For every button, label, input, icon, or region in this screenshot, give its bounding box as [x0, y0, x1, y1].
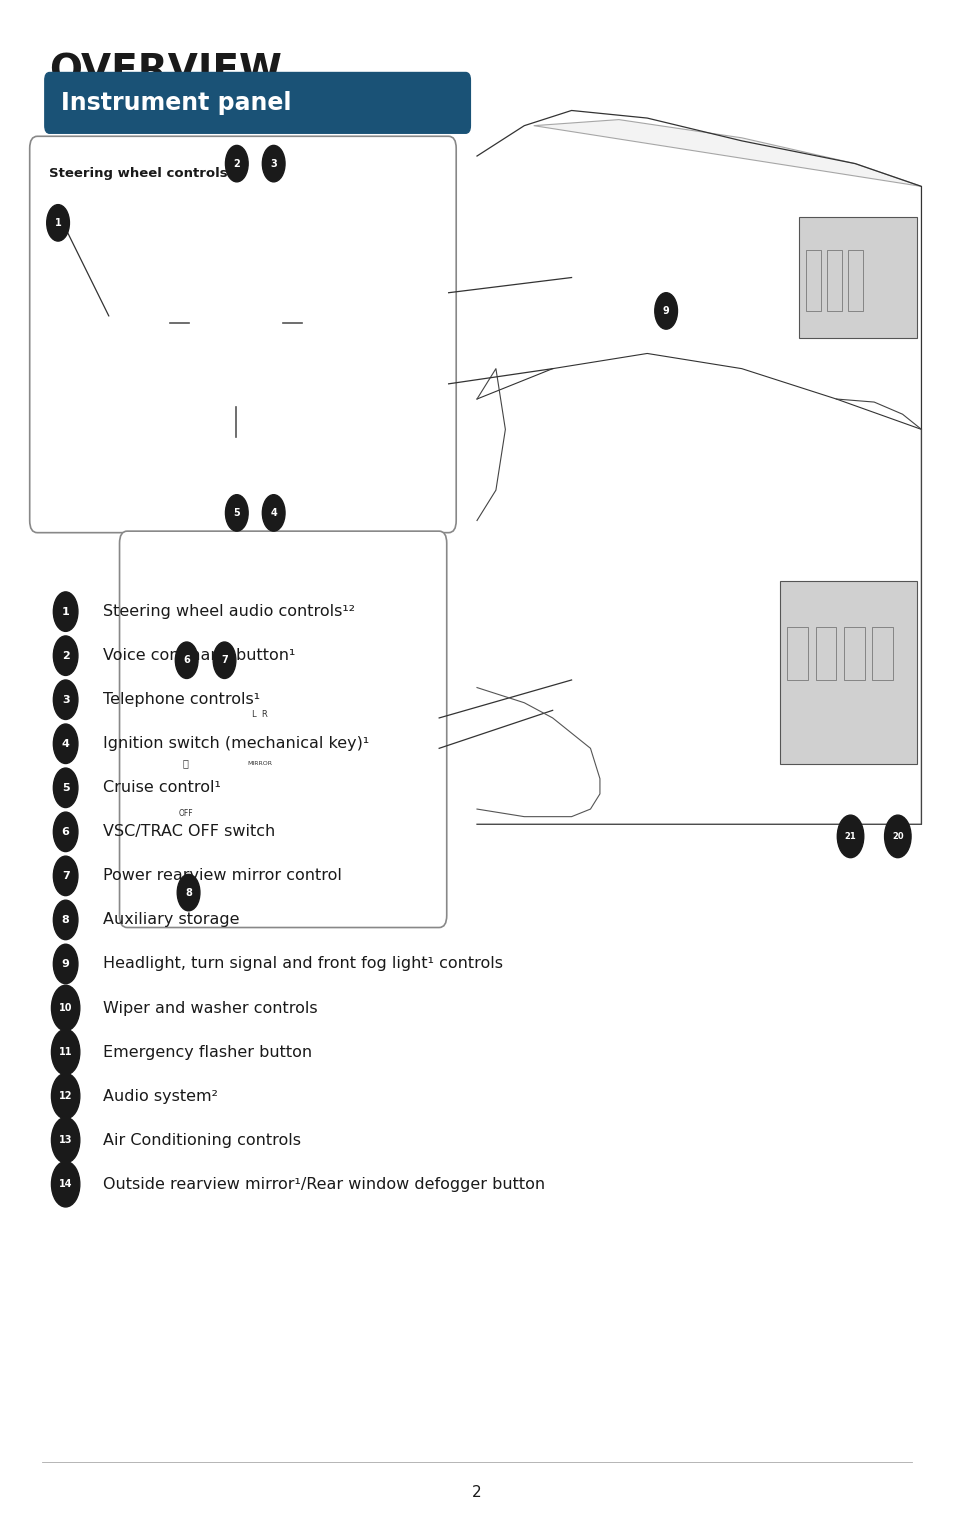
Text: 9: 9: [662, 305, 669, 316]
Text: 9: 9: [62, 959, 70, 970]
Text: Power rearview mirror control: Power rearview mirror control: [103, 869, 342, 884]
Text: 8: 8: [185, 887, 192, 898]
Text: 4: 4: [270, 508, 276, 518]
Text: 2: 2: [233, 159, 240, 168]
Polygon shape: [533, 119, 921, 186]
Bar: [160, 702, 212, 825]
Bar: [79, 356, 109, 380]
Circle shape: [53, 635, 78, 675]
Text: 3: 3: [270, 159, 276, 168]
Text: OVERVIEW: OVERVIEW: [50, 53, 282, 90]
Text: 🚗: 🚗: [183, 759, 189, 768]
Circle shape: [53, 901, 78, 939]
Bar: [847, 250, 862, 312]
Text: Headlight, turn signal and front fog light¹ controls: Headlight, turn signal and front fog lig…: [103, 956, 503, 971]
Text: 2: 2: [62, 651, 70, 661]
Text: Emergency flasher button: Emergency flasher button: [103, 1044, 313, 1060]
Circle shape: [177, 875, 200, 910]
Bar: [786, 626, 807, 680]
Bar: [245, 428, 283, 470]
Text: 20: 20: [891, 832, 902, 841]
Circle shape: [51, 1029, 80, 1075]
Circle shape: [262, 145, 285, 182]
Circle shape: [53, 592, 78, 631]
Bar: [843, 626, 863, 680]
Text: OFF: OFF: [178, 809, 193, 818]
Text: Auxiliary storage: Auxiliary storage: [103, 913, 240, 927]
Text: MIRROR: MIRROR: [247, 760, 272, 767]
FancyBboxPatch shape: [30, 136, 456, 533]
Circle shape: [53, 724, 78, 764]
Text: 2: 2: [472, 1484, 481, 1500]
Text: 11: 11: [59, 1048, 72, 1057]
Text: 10: 10: [59, 1003, 72, 1012]
Text: 8: 8: [62, 915, 70, 925]
Bar: [79, 247, 109, 272]
Text: 1: 1: [54, 218, 61, 228]
Bar: [79, 321, 109, 345]
Circle shape: [225, 495, 248, 531]
Text: 12: 12: [59, 1092, 72, 1101]
Circle shape: [654, 293, 677, 330]
Text: Steering wheel audio controls¹²: Steering wheel audio controls¹²: [103, 605, 355, 618]
Text: 6: 6: [183, 655, 190, 666]
Text: Instrument panel: Instrument panel: [61, 92, 291, 115]
Bar: [826, 250, 841, 312]
Text: Voice command button¹: Voice command button¹: [103, 647, 295, 663]
Text: Steering wheel controls: Steering wheel controls: [49, 166, 227, 180]
Circle shape: [213, 641, 235, 678]
Bar: [144, 574, 361, 893]
Text: 6: 6: [62, 826, 70, 837]
Text: Air Conditioning controls: Air Conditioning controls: [103, 1133, 301, 1148]
FancyBboxPatch shape: [119, 531, 446, 927]
Text: L  R: L R: [252, 710, 267, 719]
Bar: [805, 250, 821, 312]
Text: Cruise control¹: Cruise control¹: [103, 780, 221, 796]
Bar: [779, 582, 916, 764]
Bar: [75, 232, 112, 414]
Circle shape: [51, 1118, 80, 1164]
Text: 7: 7: [62, 870, 70, 881]
Circle shape: [262, 495, 285, 531]
Bar: [798, 217, 916, 339]
Bar: [221, 702, 297, 825]
Text: 7: 7: [221, 655, 228, 666]
Text: 1: 1: [62, 606, 70, 617]
Circle shape: [51, 1073, 80, 1119]
Text: VSC/TRAC OFF switch: VSC/TRAC OFF switch: [103, 825, 275, 840]
Text: 5: 5: [62, 783, 70, 793]
Circle shape: [53, 768, 78, 808]
Circle shape: [175, 641, 198, 678]
Text: 4: 4: [62, 739, 70, 748]
Circle shape: [51, 985, 80, 1031]
Text: 13: 13: [59, 1135, 72, 1145]
Text: Audio system²: Audio system²: [103, 1089, 218, 1104]
Text: Wiper and washer controls: Wiper and washer controls: [103, 1000, 317, 1015]
Circle shape: [47, 205, 70, 241]
Text: 5: 5: [233, 508, 240, 518]
Bar: [815, 626, 836, 680]
Text: Telephone controls¹: Telephone controls¹: [103, 692, 260, 707]
Circle shape: [225, 145, 248, 182]
Text: 21: 21: [843, 832, 856, 841]
Text: 14: 14: [59, 1179, 72, 1190]
Circle shape: [53, 857, 78, 896]
Circle shape: [53, 812, 78, 852]
Circle shape: [837, 815, 862, 858]
Text: 3: 3: [62, 695, 70, 705]
Text: Outside rearview mirror¹/Rear window defogger button: Outside rearview mirror¹/Rear window def…: [103, 1177, 545, 1191]
Text: Ignition switch (mechanical key)¹: Ignition switch (mechanical key)¹: [103, 736, 370, 751]
Circle shape: [53, 680, 78, 719]
Circle shape: [51, 1162, 80, 1206]
Bar: [79, 284, 109, 308]
Bar: [871, 626, 892, 680]
Circle shape: [883, 815, 910, 858]
Circle shape: [53, 944, 78, 983]
FancyBboxPatch shape: [45, 72, 470, 133]
Bar: [288, 205, 323, 278]
